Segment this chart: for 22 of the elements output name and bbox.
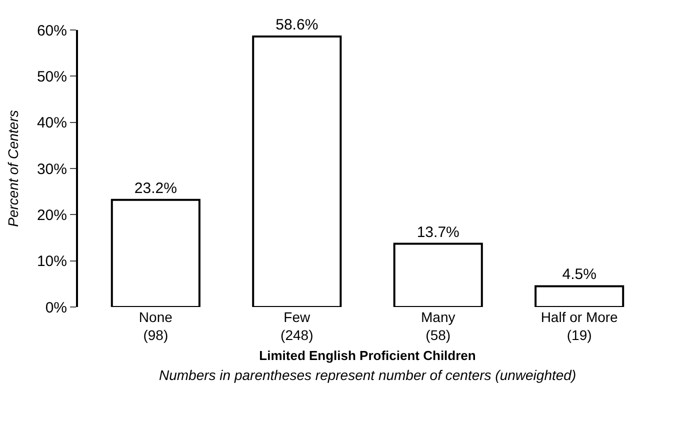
x-tick-label: None (98): [138, 309, 173, 344]
y-tick-label: 20%: [36, 206, 67, 224]
y-axis-title: Percent of Centers: [5, 110, 22, 227]
x-tick-label: Many (58): [420, 309, 456, 344]
bar: [534, 285, 624, 307]
y-tick-label: 40%: [36, 114, 67, 132]
data-label: 23.2%: [134, 180, 177, 197]
data-label: 58.6%: [276, 16, 318, 34]
x-axis-title: Limited English Proficient Children: [259, 348, 476, 363]
y-tick-label: 50%: [36, 68, 67, 86]
text: Numbers in parentheses represent number of centers (unweighted): [159, 367, 576, 383]
y-tick-label: 0%: [45, 299, 67, 316]
bar: [252, 35, 342, 307]
bar: [110, 198, 200, 307]
data-label: 4.5%: [562, 266, 596, 284]
y-tick-label: 30%: [36, 160, 67, 178]
data-label: 13.7%: [416, 224, 460, 241]
x-tick-label: Few (248): [280, 309, 314, 344]
x-tick-label: Half or More (19): [540, 309, 618, 344]
y-tick-label: 10%: [36, 253, 67, 270]
bar: [393, 242, 483, 307]
y-tick-label: 60%: [36, 22, 67, 40]
